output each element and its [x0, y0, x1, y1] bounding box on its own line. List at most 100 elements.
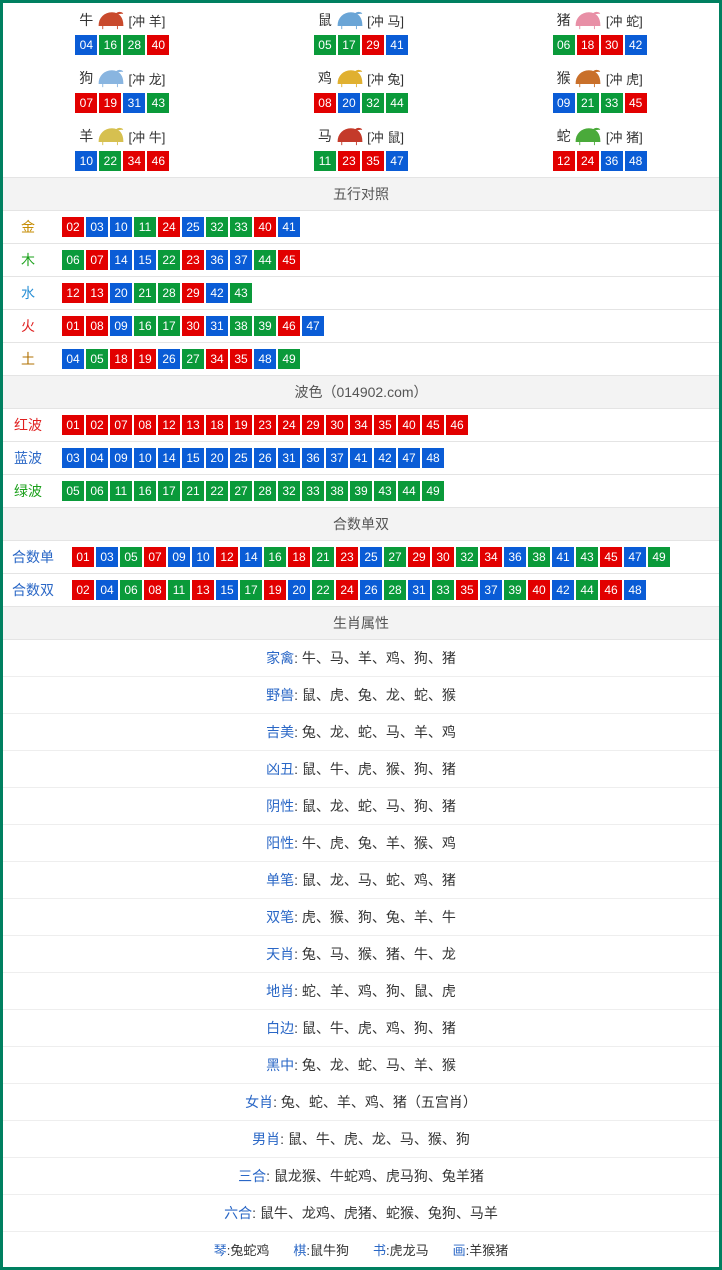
ball: 11 [110, 481, 132, 501]
ball: 40 [147, 35, 169, 55]
ball: 30 [326, 415, 348, 435]
heshu-title: 合数单双 [3, 507, 719, 541]
attr-text: : 鼠龙猴、牛蛇鸡、虎马狗、兔羊猪 [266, 1168, 484, 1184]
zodiac-clash: 冲 虎 [606, 69, 643, 88]
ball: 19 [264, 580, 286, 600]
ball: 01 [62, 316, 84, 336]
attr-row: 吉美: 兔、龙、蛇、马、羊、鸡 [3, 713, 719, 750]
zodiac-cell: 猴 冲 虎 09213345 [480, 61, 719, 119]
zodiac-balls: 05172941 [242, 35, 481, 55]
attr-row: 男肖: 鼠、牛、虎、龙、马、猴、狗 [3, 1120, 719, 1157]
zodiac-balls: 12243648 [480, 151, 719, 171]
attr-label: 吉美 [266, 724, 294, 740]
row-balls: 04051819262734354849 [53, 343, 719, 376]
ball: 34 [480, 547, 502, 567]
four-val: 鼠牛狗 [310, 1243, 349, 1258]
ball: 19 [230, 415, 252, 435]
ball: 06 [86, 481, 108, 501]
ball: 28 [158, 283, 180, 303]
ball: 45 [278, 250, 300, 270]
ball: 36 [302, 448, 324, 468]
ball: 22 [99, 151, 121, 171]
attr-text: : 鼠、虎、兔、龙、蛇、猴 [294, 687, 456, 703]
ball: 17 [240, 580, 262, 600]
zodiac-name: 狗 [79, 68, 93, 88]
table-row: 木 06071415222336374445 [3, 244, 719, 277]
ball: 08 [144, 580, 166, 600]
attr-text: : 牛、虎、兔、羊、猴、鸡 [294, 835, 456, 851]
ball: 31 [278, 448, 300, 468]
attr-label: 阳性 [266, 835, 294, 851]
ball: 38 [528, 547, 550, 567]
ball: 43 [374, 481, 396, 501]
zodiac-balls: 07193143 [3, 93, 242, 113]
ball: 18 [110, 349, 132, 369]
ball: 13 [182, 415, 204, 435]
ball: 17 [158, 481, 180, 501]
zodiac-clash: 冲 牛 [129, 127, 166, 146]
鸡-icon [336, 67, 364, 89]
ball: 41 [386, 35, 408, 55]
zodiac-clash: 冲 猪 [606, 127, 643, 146]
ball: 19 [99, 93, 121, 113]
attr-list: 家禽: 牛、马、羊、鸡、狗、猪野兽: 鼠、虎、兔、龙、蛇、猴吉美: 兔、龙、蛇、… [3, 640, 719, 1231]
four-key: 琴 [214, 1243, 227, 1258]
蛇-icon [574, 125, 602, 147]
attr-text: : 鼠、龙、蛇、马、狗、猪 [294, 798, 456, 814]
ball: 12 [216, 547, 238, 567]
ball: 02 [86, 415, 108, 435]
ball: 10 [75, 151, 97, 171]
猪-icon [574, 9, 602, 31]
ball: 11 [168, 580, 190, 600]
ball: 39 [350, 481, 372, 501]
row-label: 水 [3, 277, 53, 310]
ball: 27 [182, 349, 204, 369]
ball: 09 [168, 547, 190, 567]
zodiac-cell: 马 冲 鼠 11233547 [242, 119, 481, 177]
ball: 46 [147, 151, 169, 171]
row-balls: 03040910141520252631363741424748 [53, 442, 719, 475]
four-item: 画:羊猴猪 [453, 1240, 509, 1259]
ball: 33 [432, 580, 454, 600]
wuxing-title: 五行对照 [3, 177, 719, 211]
attr-text: : 兔、龙、蛇、马、羊、猴 [294, 1057, 456, 1073]
ball: 10 [192, 547, 214, 567]
ball: 25 [230, 448, 252, 468]
zodiac-name: 牛 [79, 10, 93, 30]
ball: 11 [314, 151, 336, 171]
ball: 46 [446, 415, 468, 435]
猴-icon [574, 67, 602, 89]
ball: 12 [553, 151, 575, 171]
ball: 18 [288, 547, 310, 567]
four-row: 琴:兔蛇鸡棋:鼠牛狗书:虎龙马画:羊猴猪 [3, 1231, 719, 1267]
attr-text: : 鼠、龙、马、蛇、鸡、猪 [294, 872, 456, 888]
zodiac-name: 鸡 [318, 68, 332, 88]
ball: 47 [398, 448, 420, 468]
attr-row: 六合: 鼠牛、龙鸡、虎猪、蛇猴、兔狗、马羊 [3, 1194, 719, 1231]
page-container: 牛 冲 羊 04162840 鼠 冲 马 05172941 猪 冲 蛇 0618… [0, 0, 722, 1270]
row-label: 绿波 [3, 475, 53, 508]
ball: 04 [86, 448, 108, 468]
zodiac-cell: 羊 冲 牛 10223446 [3, 119, 242, 177]
ball: 05 [120, 547, 142, 567]
row-label: 土 [3, 343, 53, 376]
ball: 08 [86, 316, 108, 336]
zodiac-clash: 冲 兔 [367, 69, 404, 88]
ball: 24 [336, 580, 358, 600]
ball: 27 [230, 481, 252, 501]
ball: 42 [552, 580, 574, 600]
ball: 17 [338, 35, 360, 55]
ball: 48 [254, 349, 276, 369]
row-label: 火 [3, 310, 53, 343]
ball: 36 [601, 151, 623, 171]
ball: 01 [72, 547, 94, 567]
attr-label: 女肖 [245, 1094, 273, 1110]
zodiac-balls: 09213345 [480, 93, 719, 113]
ball: 40 [254, 217, 276, 237]
ball: 17 [158, 316, 180, 336]
ball: 29 [408, 547, 430, 567]
table-row: 合数双 020406081113151719202224262831333537… [3, 574, 719, 607]
ball: 43 [147, 93, 169, 113]
row-label: 合数单 [3, 541, 63, 574]
ball: 30 [432, 547, 454, 567]
